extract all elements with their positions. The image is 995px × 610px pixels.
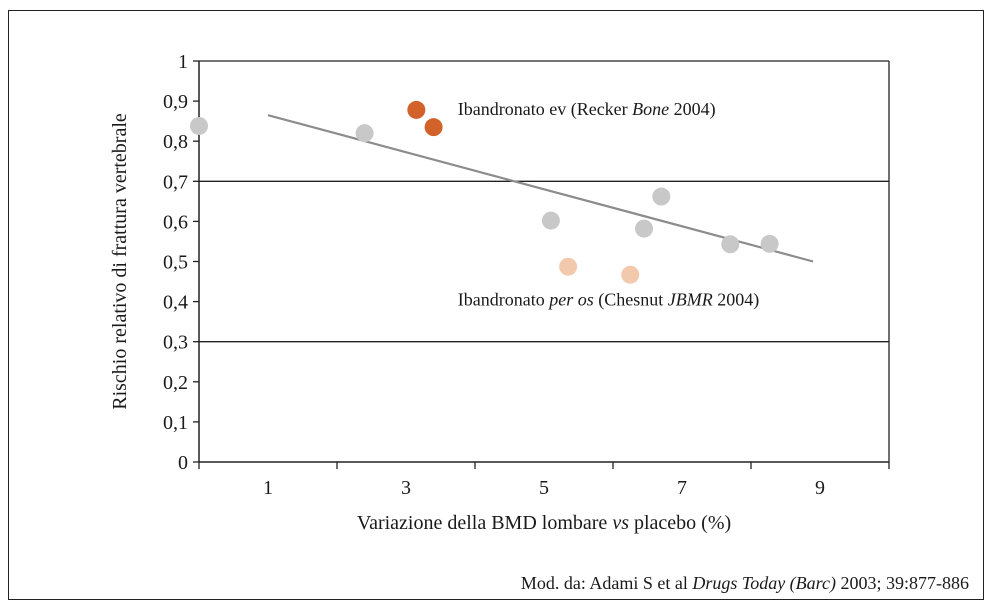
y-tick-label: 1 [178,51,188,73]
figure-frame [8,10,984,600]
x-tick-label: 7 [677,477,687,499]
source-citation-part-2: 2003; 39:877-886 [836,573,969,593]
y-tick-label: 0,7 [163,171,188,193]
annotation-ev-part-0: Ibandronato ev (Recker [458,99,632,120]
point-other [760,234,779,253]
y-tick-label: 0,9 [163,91,188,113]
points-layer [190,100,779,284]
x-axis-title-part-0: Variazione della BMD lombare [357,512,612,534]
y-tick-label: 0,2 [163,372,188,394]
y-tick-label: 0,8 [163,131,188,153]
annotation-per-os-part-3: JBMR [668,290,713,310]
annotation-ev: Ibandronato ev (Recker Bone 2004) [458,99,716,120]
y-tick-label: 0,4 [163,292,188,314]
point-other [721,235,740,254]
annotation-per-os-part-1: per os [547,290,594,310]
point-other [190,116,208,135]
x-axis-title-part-2: placebo (%) [629,512,731,534]
labels-layer: Variazione della BMD lombare vs placebo … [109,99,969,594]
point-ibandronato-ev [424,118,443,137]
point-other [355,124,374,143]
x-tick-label: 5 [539,477,549,499]
point-other [635,219,654,238]
annotation-per-os: Ibandronato per os (Chesnut JBMR 2004) [458,290,759,311]
x-tick-label: 1 [263,477,273,499]
x-tick-label: 9 [815,477,825,499]
point-ibandronato-per-os [559,257,578,276]
annotation-per-os-part-2: (Chesnut [594,290,668,311]
axes: 0 0,1 0,2 0,3 0,4 0,5 0,6 0,7 0,8 0,9 1 1 3 5 7 9 [163,51,890,499]
y-tick-label: 0,1 [163,412,188,434]
x-axis-title-part-1: vs [612,512,629,534]
source-citation-part-0: Mod. da: Adami S et al [521,573,692,593]
annotation-ev-part-2: 2004) [669,99,716,120]
point-other [541,211,560,230]
y-tick-label: 0 [178,452,188,474]
y-tick-label: 0,6 [163,211,188,233]
y-tick-label: 0,3 [163,332,188,354]
point-other [652,187,671,206]
x-axis-title: Variazione della BMD lombare vs placebo … [357,512,731,534]
point-ibandronato-ev [407,100,426,119]
x-tick-label: 3 [401,477,411,499]
annotation-per-os-part-0: Ibandronato [458,290,549,310]
source-citation: Mod. da: Adami S et al Drugs Today (Barc… [521,573,969,594]
annotation-per-os-part-4: 2004) [713,290,760,311]
reference-lines [199,180,889,343]
annotation-ev-part-1: Bone [632,99,669,119]
point-ibandronato-per-os [621,265,640,284]
y-tick-label: 0,5 [163,252,188,274]
y-axis-title: Rischio relativo di frattura vertebrale [109,113,131,410]
source-citation-part-1: Drugs Today (Barc) [691,573,836,594]
